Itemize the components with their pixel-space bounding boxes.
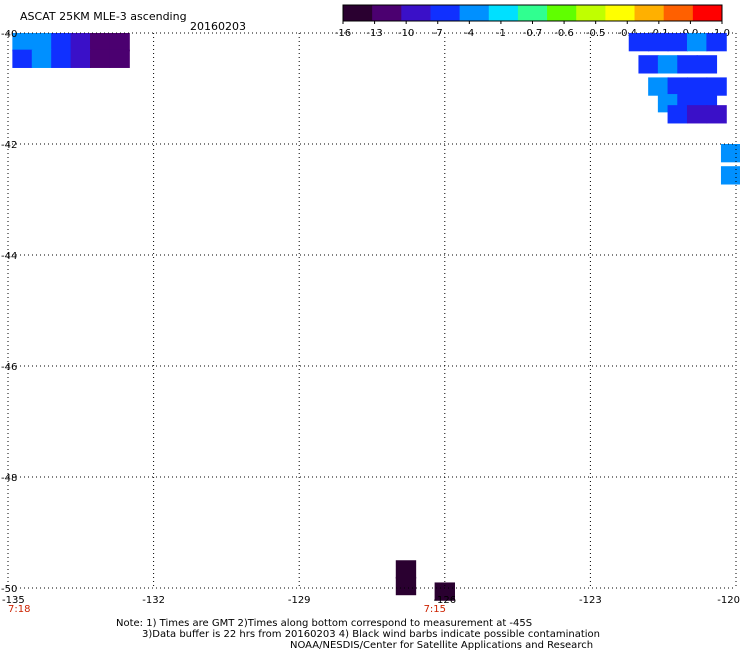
wind-cell (648, 33, 669, 52)
colorbar-segment (576, 5, 606, 21)
wind-cell (51, 49, 72, 68)
time-labels: 7:18 7:15 (8, 604, 446, 615)
wind-cell (667, 105, 688, 124)
wind-cell (648, 77, 669, 96)
latitude-label: -46 (1, 362, 17, 373)
wind-cell (31, 49, 53, 68)
wind-cell (109, 33, 130, 52)
wind-cell (720, 144, 740, 163)
colorbar-label: -0.5 (586, 28, 606, 39)
colorbar-segment (634, 5, 665, 21)
colorbar-label: -7 (433, 28, 443, 39)
colorbar-segment (372, 5, 402, 21)
wind-cell (395, 576, 417, 596)
wind-cell (720, 166, 740, 185)
wind-cell (90, 49, 111, 68)
wind-cell (51, 33, 72, 52)
longitude-labels: -135 -132 -129 -126 -123 -120 (2, 595, 740, 606)
colorbar-segment (488, 5, 519, 21)
wind-cell (70, 49, 91, 68)
time-label: 7:15 (424, 604, 446, 615)
longitude-label: -120 (717, 595, 740, 606)
latitude-label: -48 (1, 473, 17, 484)
colorbar-segment (517, 5, 548, 21)
wind-cell (686, 105, 708, 124)
longitude-label: -132 (142, 595, 165, 606)
latitude-label: -50 (1, 584, 17, 595)
colorbar-segment (343, 5, 373, 21)
colorbar-segment (401, 5, 431, 21)
colorbar (342, 4, 723, 22)
wind-cell (638, 55, 659, 74)
wind-cell (90, 33, 111, 52)
time-label: 7:18 (8, 604, 30, 615)
map-date: 20160203 (190, 20, 246, 33)
footer-note-2: 3)Data buffer is 22 hrs from 20160203 4)… (142, 629, 600, 640)
longitude-label: -123 (579, 595, 602, 606)
latitude-labels: -40 -42 -44 -46 -48 -50 (1, 29, 17, 595)
latitude-label: -42 (1, 140, 17, 151)
footer-note-1: Note: 1) Times are GMT 2)Times along bot… (116, 618, 533, 629)
colorbar-segment (459, 5, 490, 21)
wind-cell (706, 77, 727, 96)
wind-cell (12, 49, 33, 68)
colorbar-label: -16 (335, 28, 351, 39)
wind-cells (12, 33, 740, 601)
plot-area (8, 33, 736, 588)
colorbar-segment (663, 5, 694, 21)
wind-cell (109, 49, 130, 68)
footer-credit: NOAA/NESDIS/Center for Satellite Applica… (290, 640, 594, 651)
colorbar-label: -4 (464, 28, 474, 39)
wind-cell (31, 33, 53, 52)
wind-cell (706, 105, 727, 124)
colorbar-label: -0.4 (617, 28, 637, 39)
wind-cell (686, 33, 708, 52)
longitude-label: -129 (288, 595, 311, 606)
latitude-label: -40 (1, 29, 17, 40)
colorbar-label: -10 (398, 28, 414, 39)
colorbar-segment (692, 5, 723, 21)
wind-cell (628, 33, 650, 52)
wind-cell (667, 33, 688, 52)
wind-cell (667, 77, 688, 96)
graticule (7, 32, 737, 589)
latitude-label: -44 (1, 251, 17, 262)
wind-cell (677, 55, 698, 74)
longitude-label: -135 (2, 595, 25, 606)
colorbar-label: -13 (366, 28, 382, 39)
wind-cell (706, 33, 727, 52)
wind-cell (434, 582, 455, 601)
wind-cell (686, 77, 708, 96)
wind-cell (395, 560, 417, 579)
longitude-label: -126 (433, 595, 456, 606)
colorbar-segment (605, 5, 636, 21)
colorbar-segment (547, 5, 577, 21)
wind-cell (12, 33, 33, 52)
wind-cell (657, 55, 679, 74)
colorbar-segment (430, 5, 461, 21)
map-title: ASCAT 25KM MLE-3 ascending (20, 10, 187, 23)
wind-cell (70, 33, 91, 52)
wind-cell (696, 55, 718, 74)
